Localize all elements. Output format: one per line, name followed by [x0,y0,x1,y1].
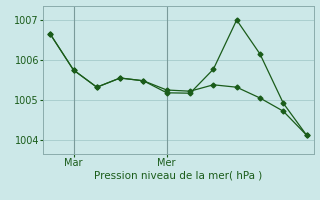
X-axis label: Pression niveau de la mer( hPa ): Pression niveau de la mer( hPa ) [94,171,262,181]
